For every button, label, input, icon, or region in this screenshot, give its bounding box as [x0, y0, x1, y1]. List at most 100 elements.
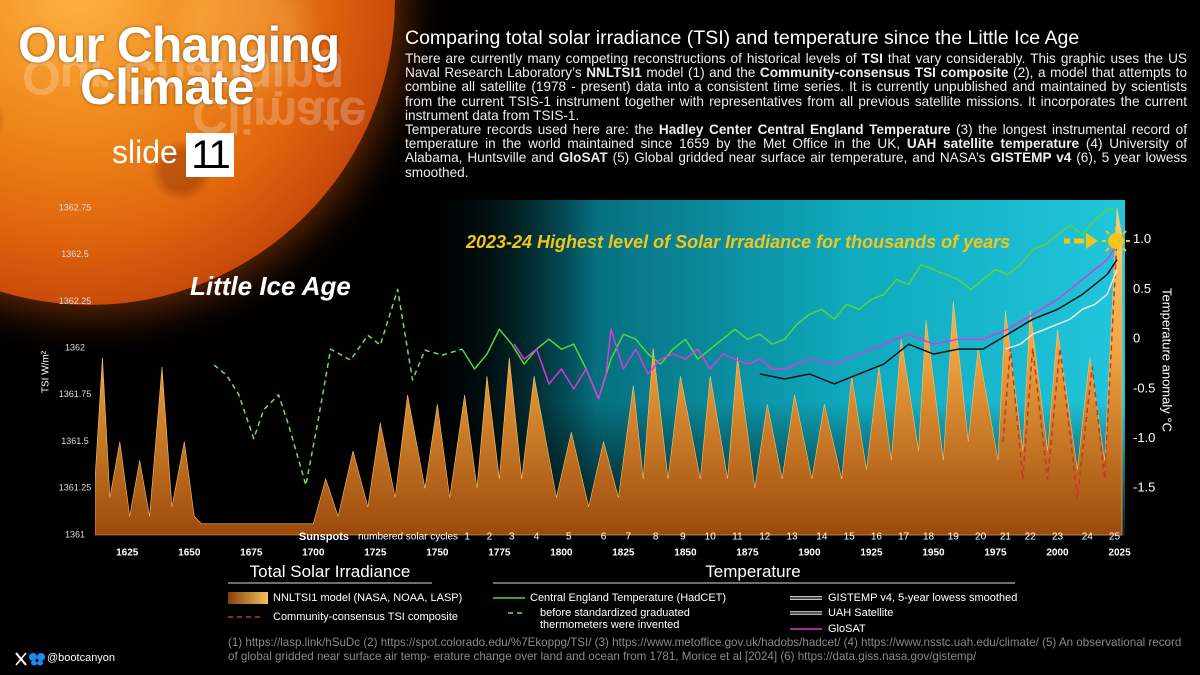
- series-line: [513, 244, 1118, 400]
- x-tick-label: 1725: [364, 548, 387, 559]
- x-tick-label: 2025: [1108, 548, 1131, 559]
- solar-cycle-label: 10: [705, 532, 717, 543]
- headline: Climate: [80, 59, 255, 115]
- y-tick-label: 1361.5: [61, 436, 89, 446]
- x-tick-label: 1950: [922, 548, 945, 559]
- series-line: [759, 259, 1118, 385]
- solar-cycle-label: 2: [487, 532, 493, 543]
- y2-tick-label: 1.0: [1133, 231, 1151, 246]
- solar-cycle-label: 18: [923, 532, 935, 543]
- solar-cycle-label: 8: [653, 532, 659, 543]
- series-layer: [95, 207, 1123, 536]
- y2-tick-label: 0.5: [1133, 281, 1151, 296]
- solar-cycle-label: 21: [1000, 532, 1012, 543]
- series-line: [213, 288, 463, 487]
- solar-cycle-label: 24: [1082, 532, 1094, 543]
- emphasis: Hadley Center Central England Temperatur…: [658, 122, 951, 138]
- solar-cycle-label: 13: [787, 532, 799, 543]
- solar-cycle-label: 3: [509, 532, 515, 543]
- text-run: (4) University of Alabama, Huntsville an…: [405, 136, 1188, 166]
- y-tick-label: 1361.25: [59, 483, 92, 493]
- text-run: (6), 5 year lowess smoothed.: [405, 150, 1187, 180]
- emphasis: GISTEMP v4: [990, 150, 1072, 166]
- y2-tick-label: 0: [1133, 331, 1140, 346]
- y-tick-label: 1362.75: [59, 202, 92, 212]
- text-run: (3) the longest instrumental record of t…: [405, 122, 1187, 152]
- y-axis-label: TSI W/m²: [41, 350, 52, 393]
- solar-cycle-label: 15: [844, 532, 856, 543]
- solar-cycle-label: 23: [1052, 532, 1064, 543]
- y2-tick-label: -1.5: [1133, 480, 1155, 495]
- y-tick-label: 1362: [65, 343, 85, 353]
- chart-title: Comparing total solar irradiance (TSI) a…: [405, 27, 1080, 49]
- solar-cycle-label: 14: [816, 532, 828, 543]
- slide-label: slide: [112, 134, 178, 170]
- handle-icons: [15, 652, 45, 666]
- legend-label: GloSAT: [828, 623, 866, 635]
- y-tick-label: 1361.75: [59, 389, 92, 399]
- cycles-label: numbered solar cycles: [358, 532, 458, 543]
- legend-label: Community-consensus TSI composite: [273, 611, 459, 623]
- emphasis: GloSAT: [558, 150, 608, 166]
- emphasis: Community-consensus TSI composite: [759, 65, 1009, 81]
- solar-cycle-label: 20: [975, 532, 987, 543]
- y-tick-label: 1362.25: [59, 296, 92, 306]
- solar-cycle-label: 4: [534, 532, 540, 543]
- text-run: (2), a model that attempts to combine al…: [405, 65, 1188, 123]
- x-tick-label: 1750: [426, 548, 449, 559]
- text-run: Temperature records used here are: the: [405, 122, 659, 138]
- series-line: [1002, 235, 1118, 499]
- solar-cycle-label: 19: [948, 532, 960, 543]
- y-tick-label: 1361: [65, 529, 85, 539]
- legend-title: Temperature: [705, 562, 801, 581]
- x-tick-label: 1800: [550, 548, 573, 559]
- solar-cycle-label: 25: [1109, 532, 1121, 543]
- solar-cycle-label: 22: [1025, 532, 1037, 543]
- annotation: 2023-24 Highest level of Solar Irradianc…: [465, 232, 1010, 252]
- legend-label: UAH Satellite: [828, 607, 894, 619]
- series-line: [1005, 269, 1118, 350]
- solar-cycle-label: 11: [732, 532, 743, 543]
- legend-label: GISTEMP v4, 5-year lowess smoothed: [828, 592, 1018, 604]
- x-tick-label: 1825: [612, 548, 635, 559]
- x-tick-label: 2000: [1046, 548, 1069, 559]
- x-tick-label: 1875: [736, 548, 759, 559]
- solar-cycle-label: 7: [626, 532, 632, 543]
- emphasis: TSI: [861, 51, 883, 66]
- sun-icon: [1102, 227, 1130, 255]
- y-tick-label: 1362.5: [61, 249, 89, 259]
- emphasis: UAH satellite temperature: [906, 136, 1080, 152]
- text-run: There are currently many competing recon…: [405, 51, 862, 66]
- x-tick-label: 1675: [240, 548, 263, 559]
- solar-cycle-label: 5: [566, 532, 572, 543]
- description: There are currently many competing recon…: [405, 51, 1188, 180]
- legend-label: NNLTSI1 model (NASA, NOAA, LASP): [273, 592, 463, 604]
- description-paragraph: Temperature records used here are: the H…: [405, 122, 1188, 180]
- x-tick-label: 1700: [302, 548, 325, 559]
- legend-swatch: [228, 592, 268, 604]
- legend-label: Central England Temperature (HadCET): [530, 592, 727, 604]
- annotation-arrow: [1064, 233, 1098, 249]
- y2-axis-label: Temperature anomaly °C: [1160, 288, 1175, 432]
- legend-label: before standardized graduated thermomete…: [540, 607, 690, 631]
- footnotes: (1) https://lasp.link/hSuDc (2) https://…: [228, 636, 1182, 663]
- x-tick-label: 1975: [984, 548, 1007, 559]
- handle: @bootcanyon: [47, 652, 116, 664]
- series-line: [461, 207, 1118, 400]
- y2-tick-label: -0.5: [1133, 380, 1155, 395]
- solar-cycle-label: 16: [871, 532, 883, 543]
- text-run: model (1) and the: [641, 65, 760, 81]
- annotation: Little Ice Age: [190, 271, 351, 301]
- x-tick-label: 1775: [488, 548, 511, 559]
- description-paragraph: There are currently many competing recon…: [405, 51, 1188, 123]
- x-tick-label: 1925: [860, 548, 883, 559]
- solar-cycle-label: 9: [680, 532, 686, 543]
- text-run: (5) Global gridded near surface air temp…: [607, 150, 991, 166]
- headline: Our Changing: [18, 17, 340, 73]
- y2-tick-label: -1.0: [1133, 430, 1155, 445]
- text-run: that vary considerably. This graphic use…: [405, 51, 1187, 81]
- solar-cycle-label: 12: [759, 532, 771, 543]
- solar-cycle-label: 1: [464, 532, 470, 543]
- cycles-title: Sunspots: [299, 531, 349, 543]
